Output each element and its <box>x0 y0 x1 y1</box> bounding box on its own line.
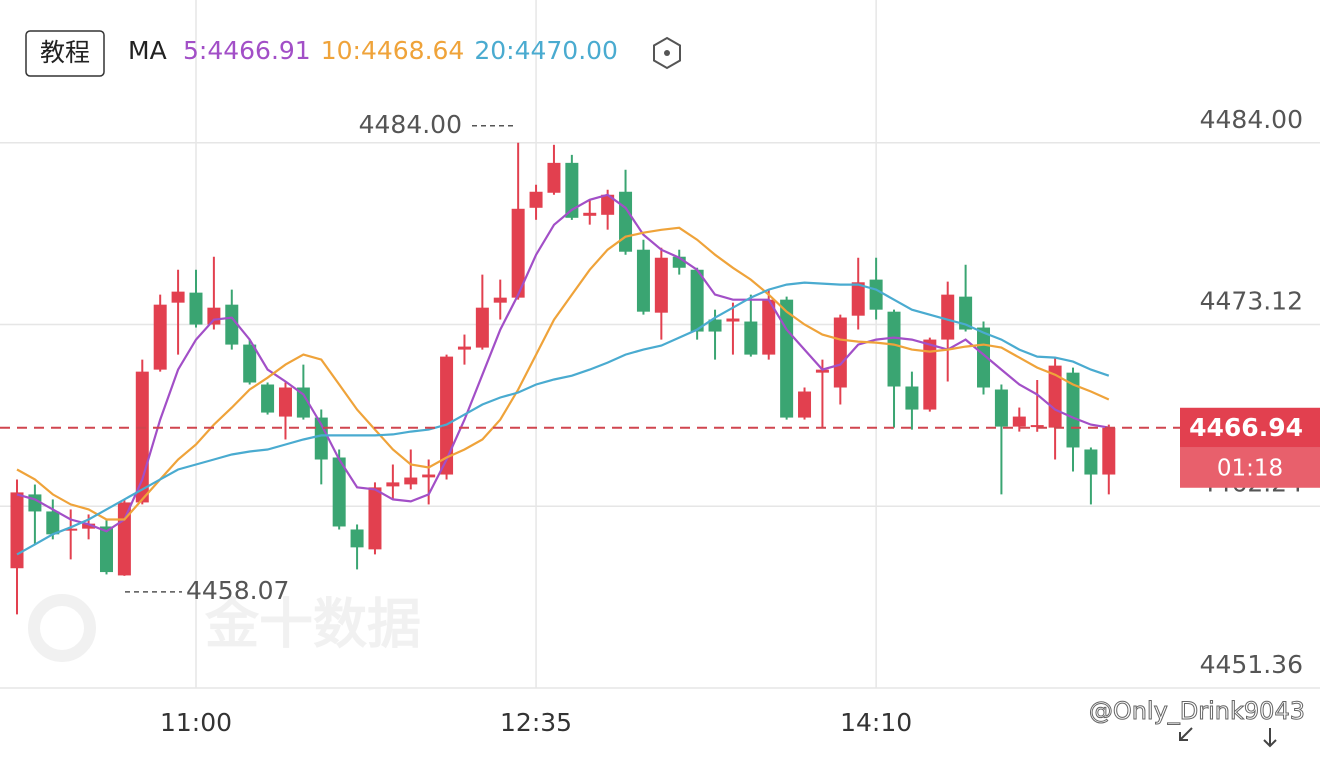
candle-body <box>64 528 78 531</box>
y-tick-label: 4484.00 <box>1200 105 1303 134</box>
candle-body <box>493 297 507 303</box>
countdown-tag <box>1180 447 1320 488</box>
candle-body <box>762 299 776 355</box>
candle-body <box>977 327 991 388</box>
candle-body <box>619 191 633 252</box>
candle-body <box>278 387 292 417</box>
high-marker-label: 4484.00 <box>359 110 462 139</box>
candle-body <box>798 391 812 418</box>
candle-body <box>547 162 561 193</box>
candle-body <box>440 356 454 475</box>
ma-line <box>16 281 1110 556</box>
watermark: 金十数据 <box>204 593 421 656</box>
candle-body <box>1102 427 1116 475</box>
candle-body <box>690 269 704 332</box>
ma-line <box>16 226 1110 521</box>
settings-dot[interactable] <box>664 50 670 56</box>
candle-body <box>153 304 167 370</box>
candle-body <box>833 317 847 388</box>
candle-body <box>565 162 579 218</box>
candle-body <box>529 191 543 208</box>
last-price-label: 4466.94 <box>1189 413 1303 442</box>
watermark-logo <box>28 594 96 662</box>
candle-body <box>636 249 650 312</box>
x-tick-label: 12:35 <box>500 708 572 737</box>
legend-entry: 10:4468.64 <box>321 36 465 65</box>
candle-body <box>905 386 919 410</box>
candle-body <box>135 371 149 503</box>
candle-body <box>851 282 865 316</box>
candle-body <box>296 387 310 418</box>
candle-body <box>959 296 973 330</box>
candle-body <box>672 256 686 268</box>
credit: @Only_Drink9043 <box>1089 697 1305 725</box>
candle-body <box>207 307 221 325</box>
marks <box>10 142 1116 615</box>
tutorial-label[interactable]: 教程 <box>40 38 90 67</box>
candle-body <box>511 208 525 298</box>
candle-body <box>780 299 794 418</box>
y-tick-label: 4451.36 <box>1200 650 1303 679</box>
candle-body <box>708 319 722 332</box>
countdown-label: 01:18 <box>1217 455 1283 481</box>
candle-body <box>726 318 740 322</box>
candle-body <box>404 477 418 485</box>
candle-body <box>1084 449 1098 475</box>
candle-body <box>815 369 829 373</box>
ma-line <box>16 193 1109 533</box>
candle-body <box>99 526 113 573</box>
tutorial-button[interactable] <box>25 30 105 77</box>
last-price-tag <box>1180 407 1320 448</box>
low-marker-label: 4458.07 <box>186 576 289 605</box>
legend: 5:4466.91 10:4468.64 20:4470.00 <box>183 36 618 65</box>
candle-body <box>368 487 382 550</box>
legend-entry: 5:4466.91 <box>183 36 311 65</box>
candle-body <box>457 346 471 350</box>
candle-body <box>923 339 937 410</box>
candle-body <box>243 344 257 383</box>
candle-body <box>1066 372 1080 448</box>
candle-body <box>941 294 955 340</box>
candle-body <box>869 279 883 310</box>
candle-body <box>225 304 239 345</box>
y-tick-label: 4473.12 <box>1200 287 1303 316</box>
candle-body <box>10 492 24 569</box>
candle-body <box>744 321 758 355</box>
candle-body <box>583 212 597 216</box>
x-tick-label: 14:10 <box>840 708 912 737</box>
candle-body <box>261 384 275 413</box>
candle-body <box>82 523 96 529</box>
candle-body <box>994 389 1008 427</box>
legend-entry: 20:4470.00 <box>474 36 618 65</box>
settings-hex[interactable] <box>653 36 681 70</box>
candle-body <box>332 457 346 527</box>
candle-body <box>1012 416 1026 427</box>
collapse-icon[interactable] <box>1179 727 1193 741</box>
ma-label: MA <box>128 36 167 65</box>
candle-body <box>386 482 400 487</box>
candle-body <box>601 194 615 215</box>
candle-body <box>887 311 901 387</box>
candle-body <box>46 511 60 535</box>
candle-body <box>189 292 203 325</box>
candle-body <box>1030 425 1044 428</box>
candle-body <box>422 474 436 478</box>
x-tick-label: 11:00 <box>160 708 232 737</box>
candle-body <box>654 257 668 313</box>
scroll-icon[interactable] <box>1263 728 1277 748</box>
candle-body <box>350 529 364 548</box>
settings-icon[interactable] <box>653 36 681 70</box>
candle-body <box>475 307 489 348</box>
candle-body <box>171 291 185 303</box>
